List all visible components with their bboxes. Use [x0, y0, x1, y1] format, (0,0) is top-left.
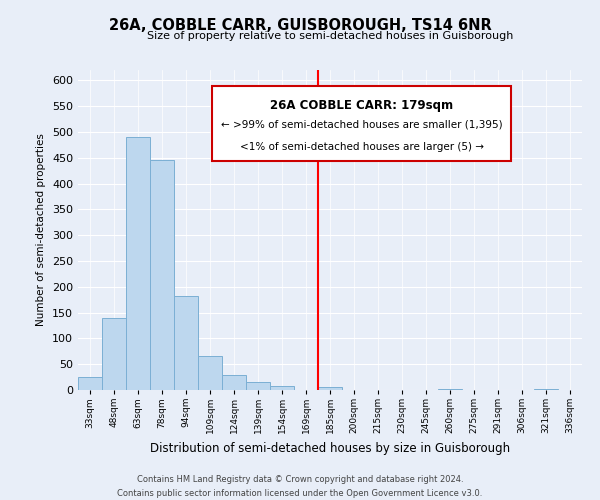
Y-axis label: Number of semi-detached properties: Number of semi-detached properties: [37, 134, 46, 326]
Bar: [318, 388, 342, 390]
Bar: [198, 356, 222, 390]
Bar: [78, 377, 102, 390]
Text: ← >99% of semi-detached houses are smaller (1,395): ← >99% of semi-detached houses are small…: [221, 120, 502, 130]
Title: Size of property relative to semi-detached houses in Guisborough: Size of property relative to semi-detach…: [147, 32, 513, 42]
Bar: [438, 389, 462, 390]
Bar: [150, 160, 174, 390]
Bar: [174, 296, 198, 390]
Text: 26A, COBBLE CARR, GUISBOROUGH, TS14 6NR: 26A, COBBLE CARR, GUISBOROUGH, TS14 6NR: [109, 18, 491, 32]
Bar: [102, 318, 126, 390]
X-axis label: Distribution of semi-detached houses by size in Guisborough: Distribution of semi-detached houses by …: [150, 442, 510, 454]
Text: <1% of semi-detached houses are larger (5) →: <1% of semi-detached houses are larger (…: [239, 142, 484, 152]
Bar: [534, 389, 558, 390]
Bar: [270, 386, 294, 390]
Bar: [126, 137, 150, 390]
Bar: [222, 374, 246, 390]
Bar: [246, 382, 270, 390]
Text: Contains HM Land Registry data © Crown copyright and database right 2024.
Contai: Contains HM Land Registry data © Crown c…: [118, 476, 482, 498]
Text: 26A COBBLE CARR: 179sqm: 26A COBBLE CARR: 179sqm: [270, 99, 453, 112]
FancyBboxPatch shape: [212, 86, 511, 161]
